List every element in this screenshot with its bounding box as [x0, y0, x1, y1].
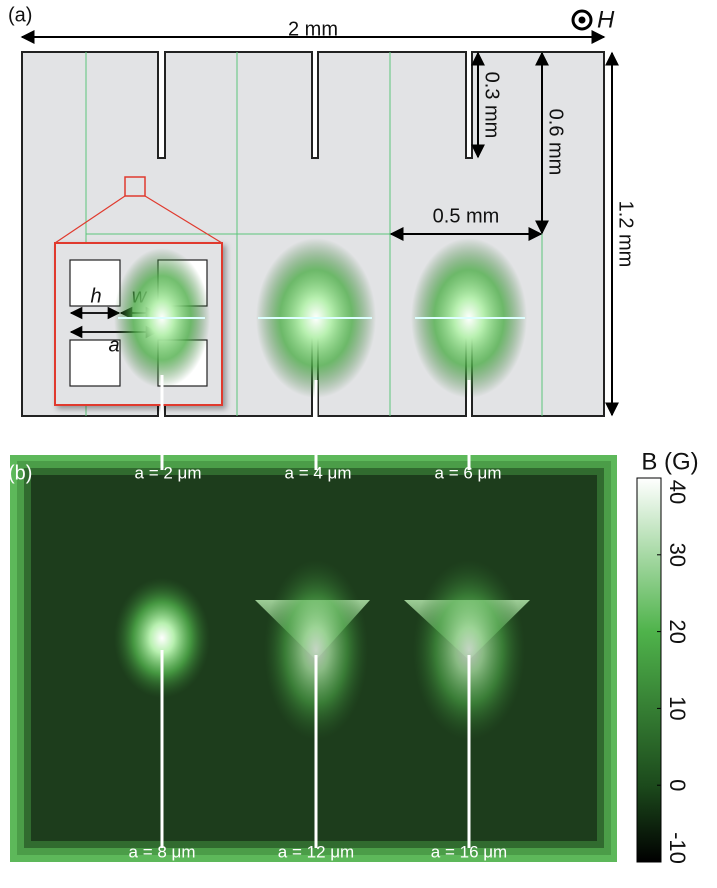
- slit-long-label: 0.6 mm: [545, 109, 567, 176]
- field-dot: [579, 17, 586, 24]
- field-label: H: [597, 6, 615, 33]
- colorbar-tick-label: 40: [665, 480, 690, 504]
- flux-patterns: [114, 238, 527, 470]
- colorbar-ticks: -10 0 10 20 30 40: [657, 478, 690, 864]
- colorbar-tick-label: 0: [665, 779, 690, 791]
- h-label: h: [90, 285, 101, 307]
- panel-label: (a): [8, 4, 32, 26]
- sample-label: a = 8 μm: [129, 842, 196, 861]
- spacing-label: 0.5 mm: [433, 205, 500, 227]
- colorbar-tick-label: 10: [665, 696, 690, 720]
- colorbar-tick-label: 30: [665, 543, 690, 567]
- sample-label: a = 6 μm: [435, 463, 502, 482]
- panel-label: (b): [8, 462, 32, 484]
- width-label: 2 mm: [288, 18, 338, 40]
- figure: (a) 2 mm H 0.3 mm 0.6 mm 0.5 mm 1.2 mm h…: [0, 0, 717, 888]
- sample-label: a = 4 μm: [285, 463, 352, 482]
- height-label: 1.2 mm: [615, 201, 637, 268]
- sample-label: a = 12 μm: [278, 842, 354, 861]
- sample-label: a = 2 μm: [135, 463, 202, 482]
- colorbar-tick-label: -10: [665, 832, 690, 864]
- colorbar-tick-label: 20: [665, 619, 690, 643]
- sample-label: a = 16 μm: [431, 842, 507, 861]
- colorbar-title: B (G): [641, 448, 698, 475]
- slit-short-label: 0.3 mm: [481, 72, 503, 139]
- colorbar: [637, 478, 661, 862]
